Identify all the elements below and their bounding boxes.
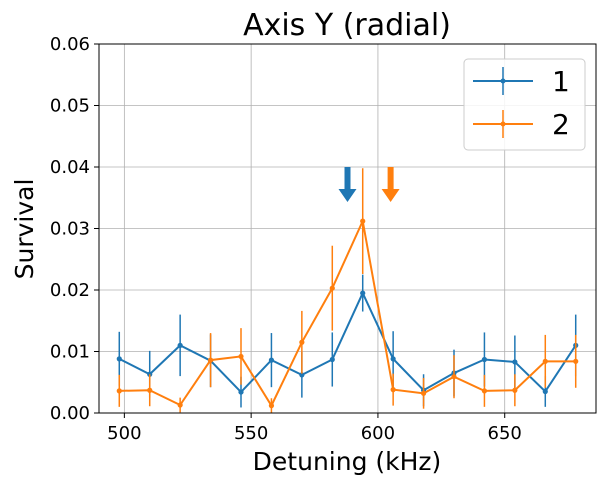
series-1 bbox=[116, 274, 579, 408]
data-point[interactable] bbox=[451, 374, 457, 380]
data-point[interactable] bbox=[512, 387, 518, 393]
data-point[interactable] bbox=[299, 339, 305, 345]
data-point[interactable] bbox=[238, 389, 244, 395]
arrow-down-icon bbox=[338, 167, 357, 203]
y-tick-label: 0.05 bbox=[50, 96, 90, 117]
series-line bbox=[118, 290, 577, 394]
data-point[interactable] bbox=[542, 358, 548, 364]
data-point[interactable] bbox=[268, 403, 275, 409]
data-point[interactable] bbox=[207, 357, 214, 363]
legend-marker-2 bbox=[500, 121, 506, 127]
data-point[interactable] bbox=[268, 357, 275, 363]
data-point[interactable] bbox=[360, 290, 366, 296]
y-tick-label: 0.01 bbox=[50, 342, 90, 363]
data-point[interactable] bbox=[390, 356, 396, 362]
x-tick-label: 550 bbox=[234, 423, 268, 444]
series-line bbox=[119, 217, 576, 408]
data-point[interactable] bbox=[116, 356, 122, 362]
arrow-down-icon bbox=[381, 167, 400, 203]
data-point[interactable] bbox=[238, 353, 244, 360]
y-tick-label: 0.02 bbox=[50, 280, 90, 301]
y-axis-label: Survival bbox=[10, 179, 39, 280]
data-point[interactable] bbox=[542, 388, 548, 395]
legend: 1 2 bbox=[463, 58, 586, 151]
plot-marks bbox=[116, 168, 579, 413]
data-point[interactable] bbox=[573, 358, 579, 364]
data-point[interactable] bbox=[147, 387, 153, 393]
legend-label-2: 2 bbox=[552, 108, 570, 141]
y-tick-label: 0.00 bbox=[50, 403, 90, 424]
data-point[interactable] bbox=[177, 402, 183, 408]
x-tick-label: 500 bbox=[107, 423, 141, 444]
legend-label-1: 1 bbox=[552, 65, 570, 98]
y-tick-label: 0.04 bbox=[50, 157, 90, 178]
data-point[interactable] bbox=[329, 356, 335, 363]
x-tick-label: 600 bbox=[361, 423, 395, 444]
data-point[interactable] bbox=[512, 359, 518, 365]
data-point[interactable] bbox=[420, 390, 427, 396]
data-point[interactable] bbox=[116, 388, 122, 394]
data-point[interactable] bbox=[481, 388, 488, 394]
data-point[interactable] bbox=[299, 372, 305, 378]
x-tick-label: 650 bbox=[488, 423, 522, 444]
legend-entry-2[interactable]: 2 bbox=[473, 108, 570, 141]
x-axis-label: Detuning (kHz) bbox=[253, 447, 442, 476]
legend-marker-1 bbox=[500, 78, 506, 84]
data-point[interactable] bbox=[360, 218, 366, 224]
axis-ticks: 500 550 600 650 0.00 0.01 0.02 0.03 0.04 0.05 0.06 bbox=[50, 34, 522, 444]
chart-title: Axis Y (radial) bbox=[243, 8, 451, 43]
data-point[interactable] bbox=[390, 387, 396, 393]
annotations bbox=[338, 167, 400, 203]
data-point[interactable] bbox=[329, 285, 335, 291]
y-tick-label: 0.06 bbox=[50, 34, 90, 55]
data-point[interactable] bbox=[177, 342, 183, 348]
data-point[interactable] bbox=[481, 356, 488, 363]
y-tick-label: 0.03 bbox=[50, 219, 90, 240]
legend-entry-1[interactable]: 1 bbox=[473, 65, 570, 98]
series-2 bbox=[116, 168, 579, 413]
